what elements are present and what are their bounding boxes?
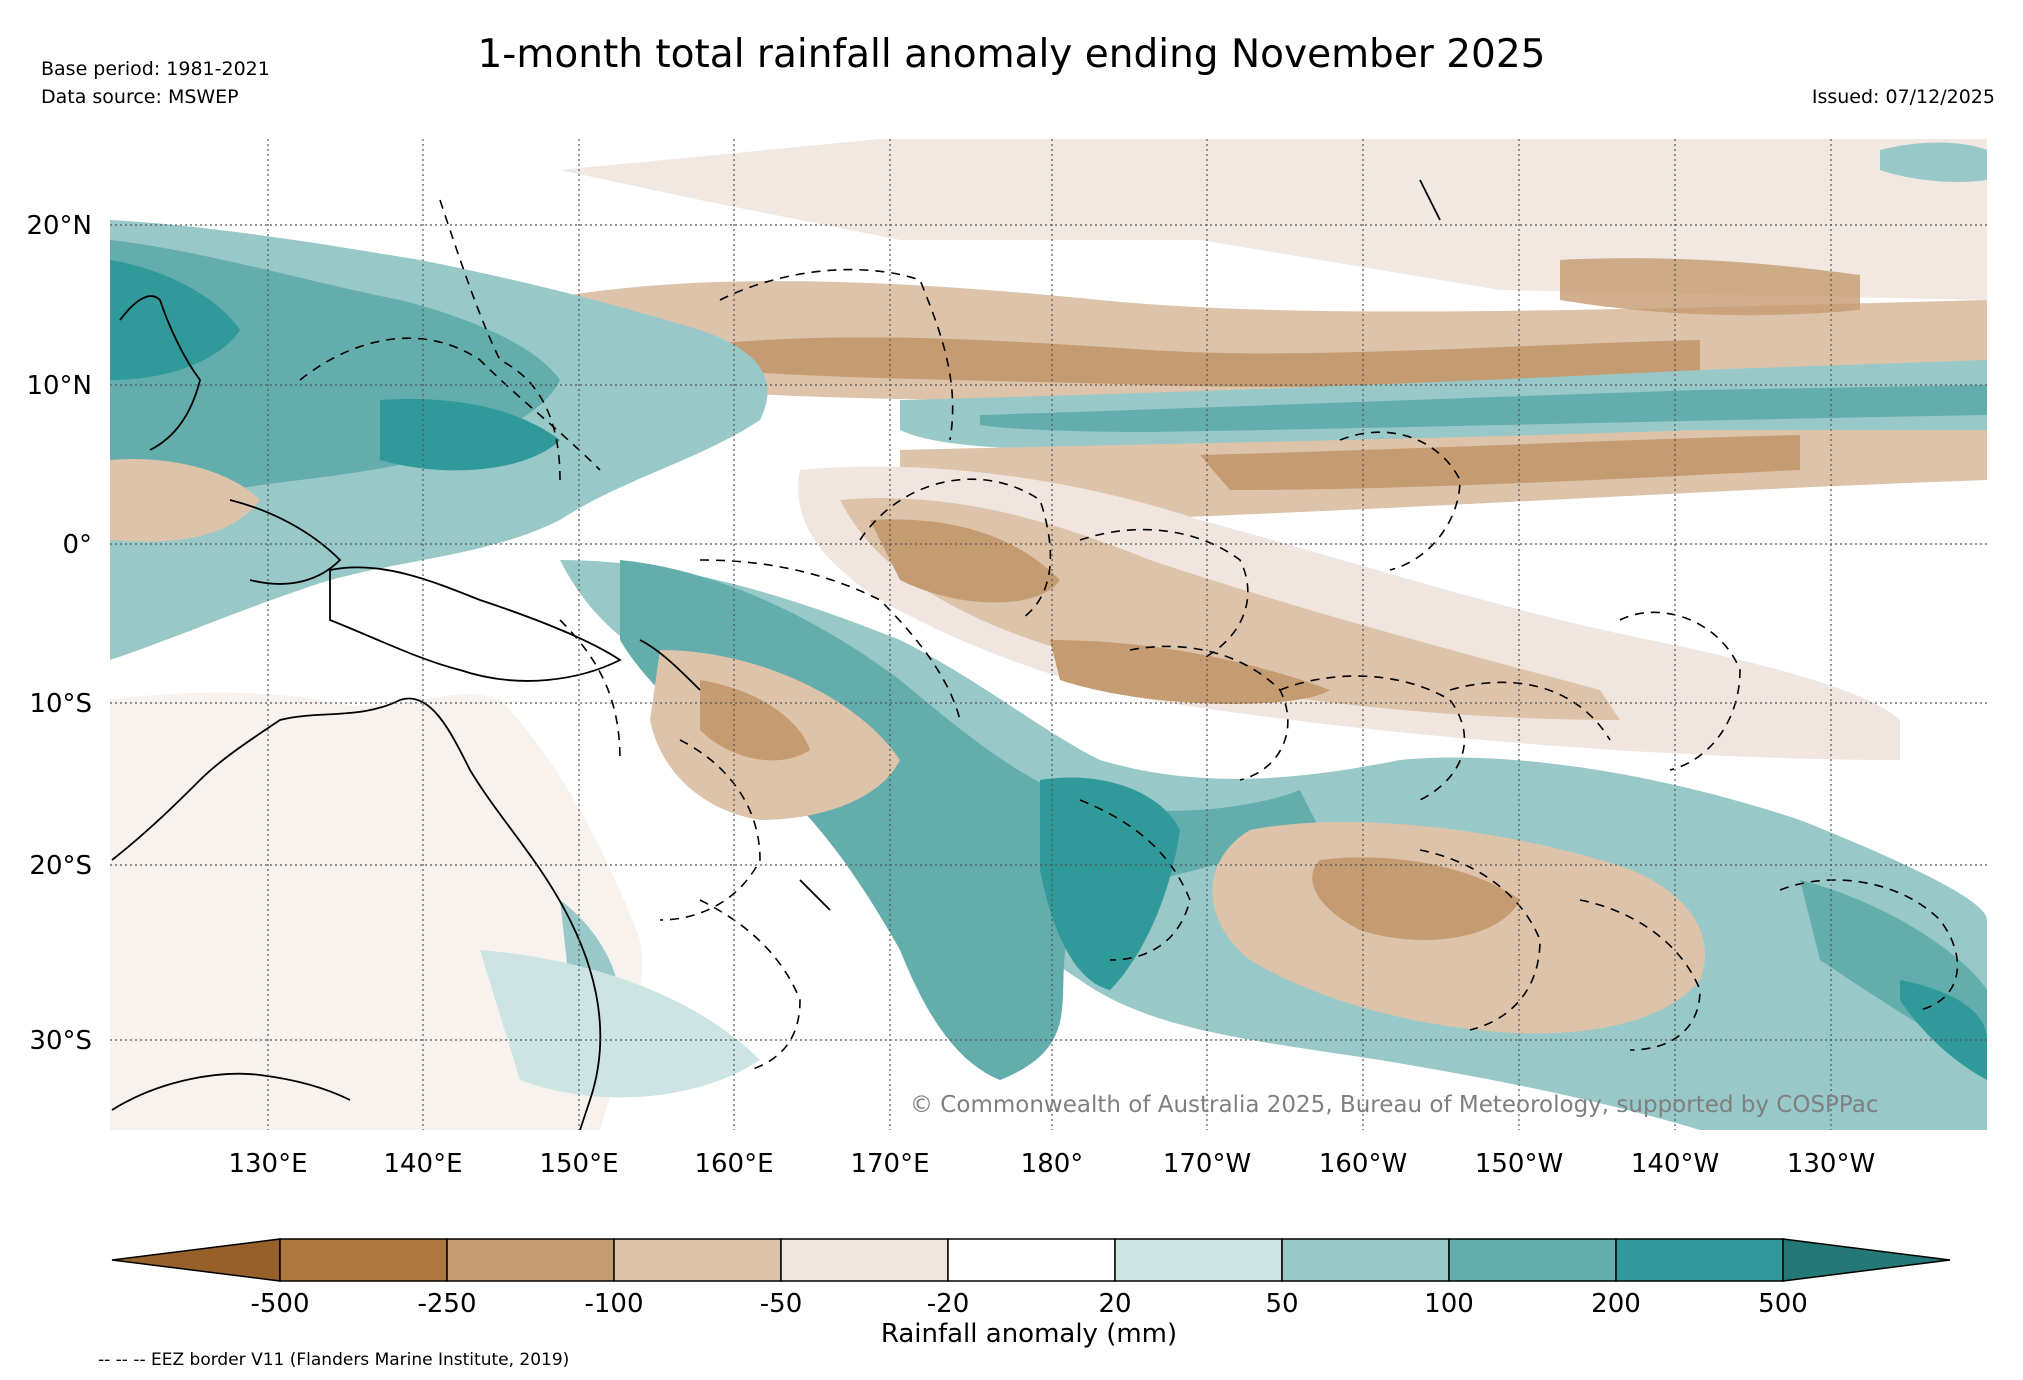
lat-label-30s: 30°S — [29, 1026, 92, 1056]
colorbar-tick-label: 100 — [1424, 1289, 1474, 1319]
colorbar-tick-label: -250 — [417, 1289, 476, 1319]
lat-label-10s: 10°S — [29, 689, 92, 719]
colorbar-tick-label: 200 — [1591, 1289, 1641, 1319]
colorbar-segment — [279, 1238, 448, 1282]
lon-label-130e: 130°E — [228, 1149, 307, 1179]
eez-border-note: -- -- -- EEZ border V11 (Flanders Marine… — [98, 1350, 570, 1370]
lat-label-20s: 20°S — [29, 851, 92, 881]
graticule — [110, 139, 1987, 1130]
lon-label-140e: 140°E — [383, 1149, 462, 1179]
colorbar-tick-label: 20 — [1098, 1289, 1131, 1319]
lon-label-170e: 170°E — [850, 1149, 929, 1179]
base-period: Base period: 1981-2021 — [41, 58, 270, 80]
lon-label-160w: 160°W — [1319, 1149, 1407, 1179]
lat-label-10n: 10°N — [26, 371, 92, 401]
colorbar-segment — [780, 1238, 949, 1282]
colorbar — [111, 1238, 1951, 1282]
colorbar-tick-label: 500 — [1758, 1289, 1808, 1319]
map-title: 1-month total rainfall anomaly ending No… — [477, 32, 1546, 77]
colorbar-title: Rainfall anomaly (mm) — [881, 1319, 1177, 1349]
eez-borders — [299, 199, 1959, 1071]
colorbar-segment — [1448, 1238, 1617, 1282]
colorbar-tick-label: -100 — [584, 1289, 643, 1319]
colorbar-segment — [1615, 1238, 1784, 1282]
colorbar-extend-high — [1782, 1238, 1951, 1282]
colorbar-tick-label: -50 — [760, 1289, 802, 1319]
colorbar-segment — [613, 1238, 782, 1282]
lon-label-150e: 150°E — [539, 1149, 618, 1179]
lat-label-20n: 20°N — [26, 211, 92, 241]
lon-label-150w: 150°W — [1475, 1149, 1563, 1179]
copyright-text: © Commonwealth of Australia 2025, Bureau… — [910, 1092, 1879, 1118]
colorbar-segment — [1114, 1238, 1283, 1282]
colorbar-segment — [1281, 1238, 1450, 1282]
lon-label-170w: 170°W — [1163, 1149, 1251, 1179]
lon-label-160e: 160°E — [694, 1149, 773, 1179]
lon-label-180: 180° — [1021, 1149, 1084, 1179]
lon-label-140w: 140°W — [1631, 1149, 1719, 1179]
colorbar-segment — [446, 1238, 615, 1282]
colorbar-tick-label: 50 — [1265, 1289, 1298, 1319]
lat-label-eq: 0° — [62, 530, 92, 560]
data-source: Data source: MSWEP — [41, 86, 239, 108]
rainfall-anomaly-field — [110, 139, 1987, 1130]
colorbar-tick-label: -20 — [927, 1289, 969, 1319]
colorbar-tick-label: -500 — [250, 1289, 309, 1319]
colorbar-segment — [947, 1238, 1116, 1282]
issued-date: Issued: 07/12/2025 — [1811, 86, 1995, 108]
colorbar-extend-low — [111, 1238, 281, 1282]
lon-label-130w: 130°W — [1787, 1149, 1875, 1179]
